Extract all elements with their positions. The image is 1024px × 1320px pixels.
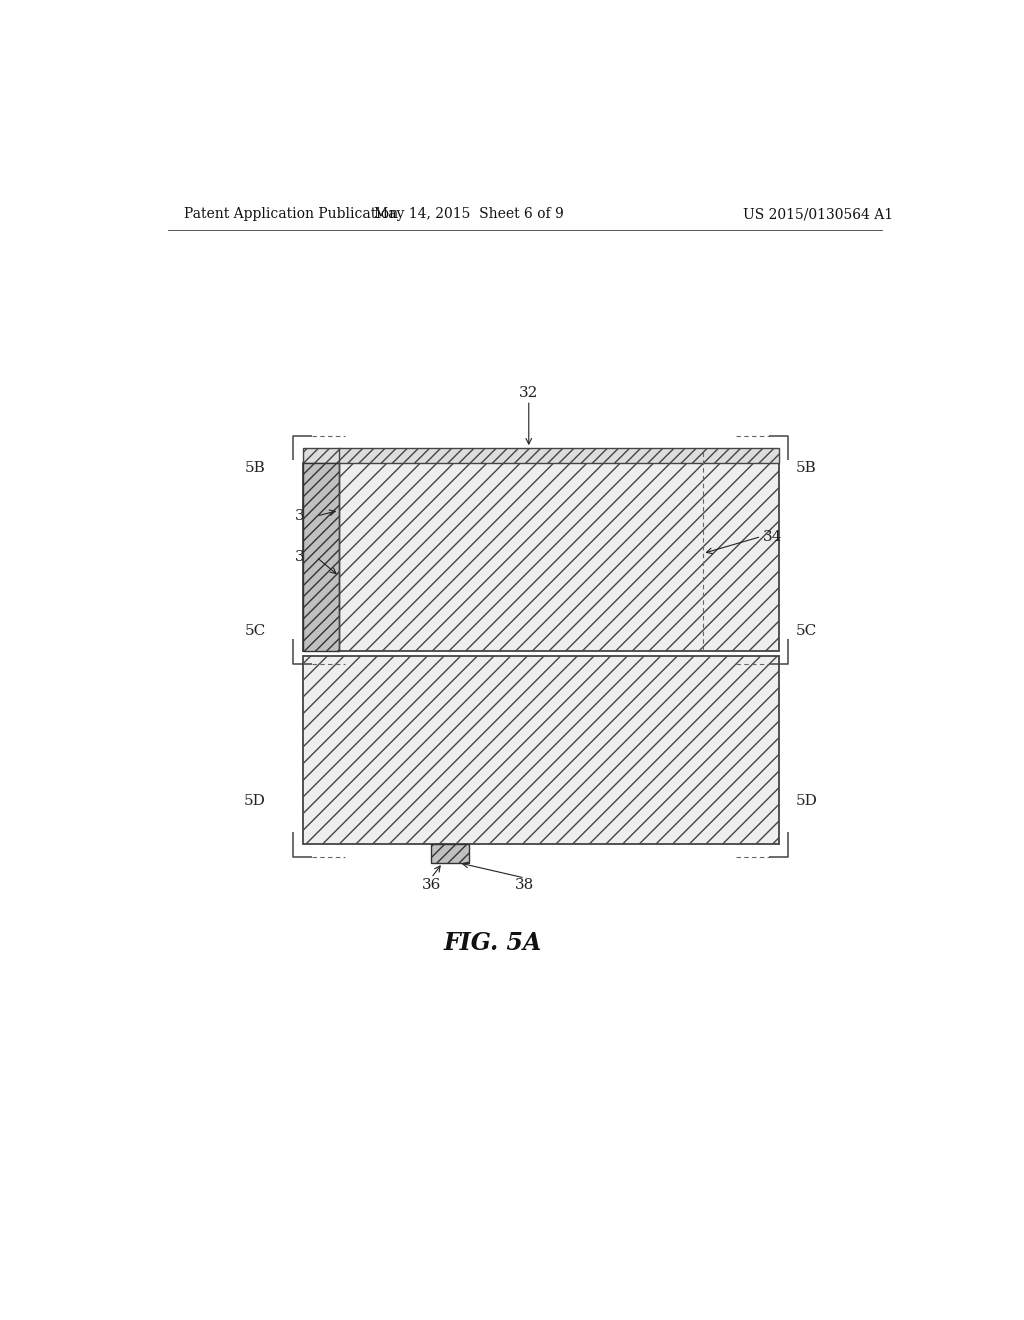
Text: 5B: 5B xyxy=(245,462,265,475)
Text: 5D: 5D xyxy=(244,793,266,808)
Text: 5B: 5B xyxy=(796,462,817,475)
Text: 34: 34 xyxy=(763,529,782,544)
Text: Patent Application Publication: Patent Application Publication xyxy=(183,207,397,222)
Text: 5C: 5C xyxy=(245,624,265,638)
Bar xyxy=(303,447,778,463)
Text: 5C: 5C xyxy=(796,624,817,638)
Bar xyxy=(303,463,778,651)
Text: 34: 34 xyxy=(295,510,314,523)
Text: FIG. 5A: FIG. 5A xyxy=(443,931,543,956)
Bar xyxy=(303,463,339,651)
Bar xyxy=(303,656,778,845)
Text: US 2015/0130564 A1: US 2015/0130564 A1 xyxy=(743,207,894,222)
Text: 38: 38 xyxy=(515,878,535,892)
Text: 30: 30 xyxy=(295,550,314,564)
Bar xyxy=(431,845,469,863)
Text: 32: 32 xyxy=(519,387,539,400)
Text: 5D: 5D xyxy=(796,793,817,808)
Text: May 14, 2015  Sheet 6 of 9: May 14, 2015 Sheet 6 of 9 xyxy=(375,207,564,222)
Text: 36: 36 xyxy=(422,878,441,892)
